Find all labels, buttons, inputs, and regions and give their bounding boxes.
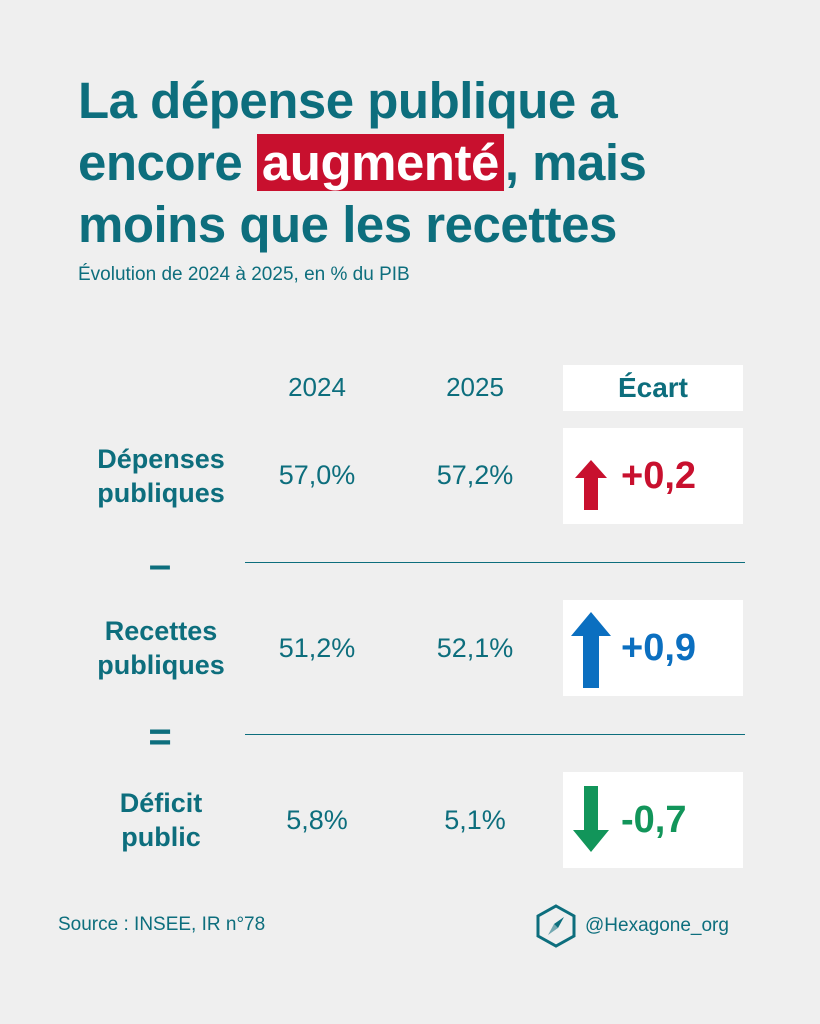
row-label-line1: Déficit [119,788,203,818]
hexagon-compass-icon [536,904,576,948]
column-header-ecart: Écart [563,365,743,411]
arrow-up-icon [571,612,611,688]
row-label-line1: Recettes [104,616,218,646]
divider-line [245,734,745,735]
cell-depenses-2024: 57,0% [278,460,356,490]
row-label-depenses: Dépenses publiques [70,442,252,510]
brand-handle: @Hexagone_org [585,915,729,936]
cell-deficit-2024: 5,8% [286,805,348,835]
ecart-value: -0,7 [621,799,687,841]
row-label-line2: publiques [97,478,225,508]
title-part-2: , mais moins que les recettes [78,134,647,253]
ecart-depenses: +0,2 [563,428,743,524]
cell-depenses-2025: 57,2% [436,460,514,490]
ecart-recettes: +0,9 [563,600,743,696]
row-label-recettes: Recettes publiques [70,614,252,682]
ecart-deficit: -0,7 [563,772,743,868]
row-label-line1: Dépenses [97,444,225,474]
column-header-2025: 2025 [446,372,504,402]
ecart-value: +0,9 [621,627,697,669]
title-part-1: La dépense publique a encore [78,72,618,191]
arrow-shape [571,612,611,688]
source-note: Source : INSEE, IR n°78 [58,914,266,935]
subtitle: Évolution de 2024 à 2025, en % du PIB [78,264,410,285]
cell-deficit-2025: 5,1% [444,805,506,835]
page-title: La dépense publique a encore augmenté, m… [78,70,778,256]
column-header-2024: 2024 [288,372,346,402]
brand: @Hexagone_org [535,904,729,948]
title-highlight: augmenté [256,134,504,191]
row-label-deficit: Déficit public [70,786,252,854]
cell-recettes-2025: 52,1% [436,633,514,663]
row-label-line2: public [121,822,201,852]
equals-operator: = [148,715,172,759]
arrow-shape [573,786,609,852]
arrow-shape [575,460,607,510]
cell-recettes-2024: 51,2% [278,633,356,663]
ecart-value: +0,2 [621,455,697,497]
row-label-line2: publiques [97,650,225,680]
arrow-down-icon [573,786,609,852]
arrow-up-icon [575,460,607,510]
divider-line [245,562,745,563]
minus-operator: – [148,543,172,587]
